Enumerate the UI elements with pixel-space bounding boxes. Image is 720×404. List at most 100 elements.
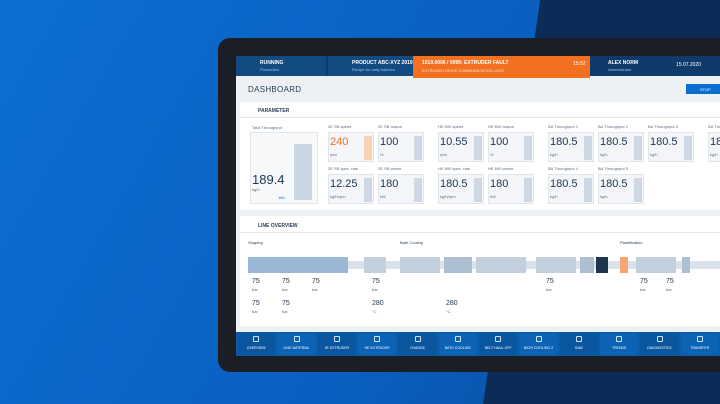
tile-bar xyxy=(584,136,592,160)
reading-value: 75 xyxy=(312,278,320,285)
reading-value: 75 xyxy=(252,300,260,307)
line-segment xyxy=(580,257,594,273)
nav-button[interactable] xyxy=(640,333,679,355)
line-segment xyxy=(596,257,608,273)
reading-value: 75 xyxy=(666,278,674,285)
tile-unit: % xyxy=(380,152,384,157)
line-segment xyxy=(400,257,440,273)
reading-unit: °C xyxy=(446,309,451,314)
divider xyxy=(240,117,720,118)
tile-value: 100 xyxy=(380,136,399,148)
reading-unit: bar xyxy=(640,287,646,292)
tile-value: 180 xyxy=(380,178,399,190)
tile-unit: kW xyxy=(380,194,386,199)
nav-label[interactable]: BATH COOLING 2 xyxy=(523,346,554,350)
header-date: 15.07.2020 xyxy=(676,62,702,68)
tile-label: 2E SB spec. rate xyxy=(328,166,359,171)
nav-button[interactable] xyxy=(479,333,518,355)
alert-time: 15:52 xyxy=(573,61,586,67)
nav-label[interactable]: LINE MATERIAL xyxy=(283,346,310,350)
tile-value: 180.5 xyxy=(440,178,468,190)
tile-unit: kg/h xyxy=(650,152,658,157)
reading-unit: bar xyxy=(282,309,288,314)
section-title: PARAMETER xyxy=(258,108,290,114)
tile-label: HE 600 torque xyxy=(488,124,514,129)
tile-bar xyxy=(584,178,592,202)
tile-label: 2E SB power xyxy=(378,166,402,171)
header-title: RUNNING xyxy=(260,60,284,66)
nav-button[interactable] xyxy=(680,333,719,355)
divider xyxy=(240,232,720,233)
tile-unit: kg/h xyxy=(600,152,608,157)
reading-unit: bar xyxy=(546,287,552,292)
reading-value: 280 xyxy=(446,300,458,307)
total-bar xyxy=(294,144,312,200)
line-segment xyxy=(476,257,526,273)
nav-label[interactable]: BATH COOLING xyxy=(444,346,471,350)
tile-unit: kg/h xyxy=(710,152,718,157)
reading-unit: bar xyxy=(666,287,672,292)
nav-label[interactable]: OVERVIEW xyxy=(246,346,266,350)
nav-button[interactable] xyxy=(237,333,276,355)
nav-icon xyxy=(293,336,300,342)
section-title: LINE OVERVIEW xyxy=(258,223,298,229)
total-label: Total Throughput xyxy=(252,125,282,130)
nav-icon xyxy=(616,336,623,342)
tile-bar xyxy=(474,178,482,202)
reading-unit: bar xyxy=(252,287,258,292)
tile-label: BA Throughput 6 xyxy=(708,124,720,129)
nav-button[interactable] xyxy=(519,333,558,355)
tile-unit: kg/h xyxy=(600,194,608,199)
reading-unit: bar xyxy=(282,287,288,292)
header-subtitle: Administrator xyxy=(608,67,632,72)
nav-icon xyxy=(374,336,381,342)
nav-button[interactable] xyxy=(438,333,477,355)
nav-icon xyxy=(696,336,703,342)
tile-value: 12.25 xyxy=(330,178,358,190)
total-unit: kg/h xyxy=(252,187,260,192)
tile-bar xyxy=(524,136,532,160)
nav-icon xyxy=(495,336,502,342)
tile-label: BA Throughput 2 xyxy=(598,124,628,129)
line-segment xyxy=(248,257,348,273)
nav-button[interactable] xyxy=(317,333,356,355)
nav-icon xyxy=(253,336,260,342)
nav-label[interactable]: 2E EXTRUDER xyxy=(324,346,350,350)
nav-label[interactable]: HE EXTRUDER xyxy=(364,346,390,350)
nav-label[interactable]: TRENDS xyxy=(611,346,627,350)
tile-unit: kg/h xyxy=(550,194,558,199)
header-item xyxy=(236,56,326,76)
total-set: 180 xyxy=(278,195,285,200)
tile-unit: % xyxy=(490,152,494,157)
alert-banner[interactable] xyxy=(413,56,590,78)
nav-button[interactable] xyxy=(358,333,397,355)
tile-value: 180.5 xyxy=(600,136,628,148)
header-subtitle: Recipe for daily batches xyxy=(352,67,395,72)
tile-label: HE 600 spec. rate xyxy=(438,166,471,171)
tile-value: 180.5 xyxy=(550,178,578,190)
nav-label[interactable]: TRANSFER xyxy=(690,346,710,350)
tile-bar xyxy=(474,136,482,160)
tile-bar xyxy=(634,136,642,160)
stop-button[interactable]: STOP xyxy=(686,84,720,94)
nav-label[interactable]: BELT HAUL-OFF xyxy=(484,346,512,350)
nav-button[interactable] xyxy=(600,333,639,355)
nav-button[interactable] xyxy=(398,333,437,355)
nav-label[interactable]: CHANGE xyxy=(410,346,425,350)
nav-icon xyxy=(535,336,542,342)
reading-value: 75 xyxy=(282,300,290,307)
tile-label: BA Throughput 3 xyxy=(648,124,678,129)
header-title: PRODUCT ABC-XYZ 2019 B xyxy=(352,60,418,66)
nav-label[interactable]: SAW xyxy=(574,346,583,350)
nav-label[interactable]: DIAGNOSTICS xyxy=(647,346,672,350)
line-segment xyxy=(536,257,576,273)
page-title: DASHBOARD xyxy=(248,85,302,94)
nav-button[interactable] xyxy=(277,333,316,355)
nav-button[interactable] xyxy=(559,333,598,355)
line-segment xyxy=(636,257,676,273)
tile-label: HE 600 speed xyxy=(438,124,464,129)
tile-value: 180 xyxy=(490,178,509,190)
line-segment xyxy=(620,257,628,273)
header-subtitle: Production xyxy=(260,67,280,72)
tile-value: 180.5 xyxy=(550,136,578,148)
